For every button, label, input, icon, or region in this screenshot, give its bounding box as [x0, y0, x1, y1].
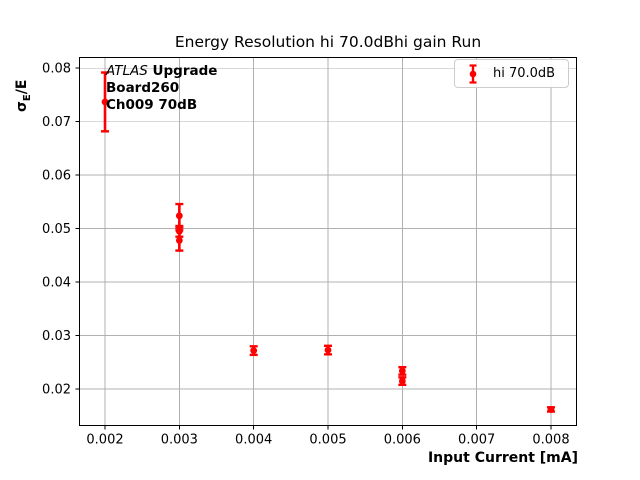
legend-errorbar-marker-icon: [469, 63, 477, 84]
annotation-experiment: ATLAS: [106, 63, 148, 79]
x-tick-label: 0.003: [161, 433, 198, 448]
annotation-line-3: Ch009 70dB: [106, 97, 198, 113]
legend: hi 70.0dB: [454, 59, 569, 88]
data-point: [250, 347, 258, 354]
y-tick-label: 0.06: [42, 169, 71, 184]
data-point: [175, 212, 183, 220]
data-point: [101, 98, 109, 106]
y-tick-label: 0.08: [42, 62, 71, 77]
x-tick-label: 0.004: [235, 433, 272, 448]
y-tick-label: 0.03: [42, 329, 71, 344]
y-axis-label-subscript: E: [21, 94, 33, 102]
legend-label: hi 70.0dB: [493, 66, 556, 81]
y-axis-label: σE/E: [14, 80, 33, 112]
x-tick-label: 0.005: [309, 433, 346, 448]
x-tick-label: 0.002: [86, 433, 123, 448]
y-tick-label: 0.02: [42, 383, 71, 398]
data-point: [398, 377, 406, 385]
y-axis-label-sigma: σ: [14, 101, 30, 112]
data-point: [547, 406, 555, 413]
y-tick-label: 0.04: [42, 276, 71, 291]
data-point: [175, 237, 183, 244]
x-axis-label: Input Current [mA]: [427, 450, 578, 466]
x-tick-label: 0.007: [458, 433, 495, 448]
chart-title: Energy Resolution hi 70.0dBhi gain Run: [174, 33, 482, 51]
data-point: [324, 346, 332, 354]
annotation-line-2: Board260: [106, 80, 180, 96]
annotation-line-1: ATLAS Upgrade: [106, 63, 217, 80]
x-tick-label: 0.006: [384, 433, 421, 448]
y-tick-label: 0.05: [42, 222, 71, 237]
axes-spines: [79, 57, 577, 426]
y-tick-label: 0.07: [42, 115, 71, 130]
x-tick-label: 0.008: [532, 433, 569, 448]
annotation-upgrade: Upgrade: [147, 63, 218, 79]
data-point: [398, 367, 406, 375]
plot-annotation: ATLAS Upgrade Board260 Ch009 70dB: [106, 63, 217, 114]
y-axis-label-suffix: /E: [14, 79, 30, 95]
